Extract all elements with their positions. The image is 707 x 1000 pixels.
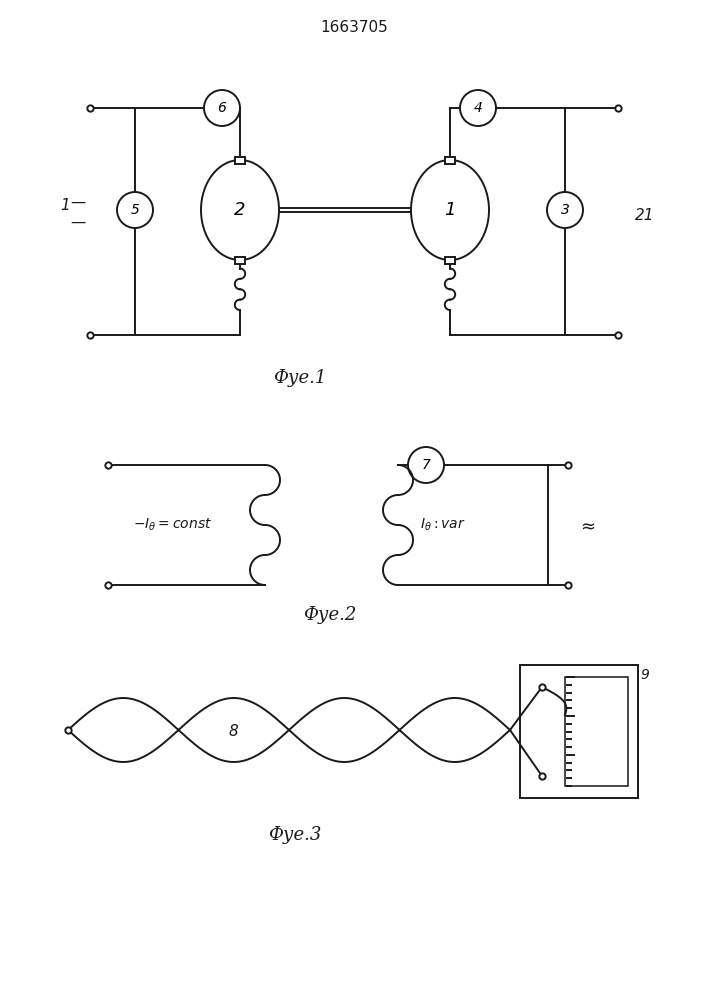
Text: 5: 5 xyxy=(131,203,139,217)
Text: 7: 7 xyxy=(421,458,431,472)
Text: 1663705: 1663705 xyxy=(320,20,388,35)
Bar xyxy=(445,256,455,263)
Text: —: — xyxy=(71,194,86,210)
Text: Фуе.1: Фуе.1 xyxy=(274,369,327,387)
Text: 8: 8 xyxy=(229,724,239,740)
Text: $I_{\theta}:var$: $I_{\theta}:var$ xyxy=(420,517,466,533)
Text: 6: 6 xyxy=(218,101,226,115)
Bar xyxy=(520,665,638,798)
Ellipse shape xyxy=(411,160,489,260)
Text: 4: 4 xyxy=(474,101,482,115)
Text: 9: 9 xyxy=(640,668,649,682)
Text: $-I_{\theta}=const$: $-I_{\theta}=const$ xyxy=(133,517,212,533)
Text: 1: 1 xyxy=(444,201,456,219)
Bar xyxy=(445,156,455,163)
Text: Фуе.3: Фуе.3 xyxy=(269,826,322,844)
Text: $\approx$: $\approx$ xyxy=(577,516,595,534)
Text: Фуе.2: Фуе.2 xyxy=(303,606,357,624)
Text: 1: 1 xyxy=(60,198,70,213)
Ellipse shape xyxy=(201,160,279,260)
Text: 21: 21 xyxy=(635,208,655,223)
Bar xyxy=(235,156,245,163)
Text: 3: 3 xyxy=(561,203,569,217)
Text: 2: 2 xyxy=(234,201,246,219)
Bar xyxy=(565,677,628,786)
Text: —: — xyxy=(71,215,86,230)
Bar xyxy=(235,256,245,263)
